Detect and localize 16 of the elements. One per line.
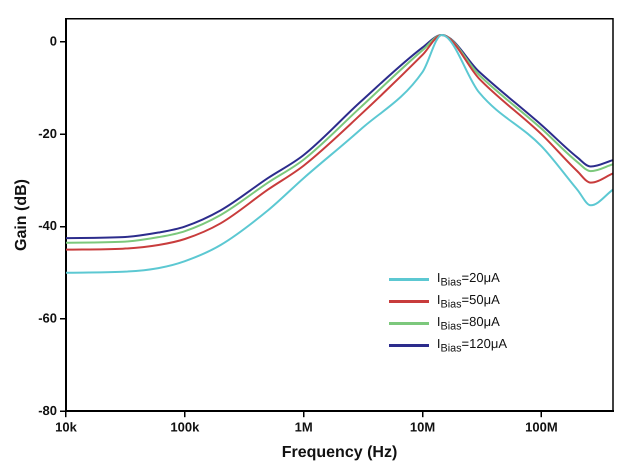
x-tick-label: 100k: [170, 420, 200, 435]
legend-label: I$_{Bias}$=50μA: [436, 292, 500, 310]
x-axis-title: Frequency (Hz): [282, 444, 398, 461]
x-tick-label: 10M: [410, 420, 436, 435]
y-tick-label: 0: [50, 33, 57, 48]
y-tick-label: -60: [38, 310, 57, 326]
y-tick-label: -80: [38, 402, 57, 418]
legend-label: I$_{Bias}$=20μA: [436, 270, 500, 288]
y-tick-label: -20: [38, 126, 57, 141]
y-tick-label: -40: [38, 218, 57, 234]
legend-label: I$_{Bias}$=80μA: [436, 314, 500, 332]
x-tick-label: 1M: [294, 420, 313, 435]
y-axis-title: Gain (dB): [13, 179, 30, 251]
x-tick-label: 10k: [55, 420, 78, 435]
x-tick-label: 100M: [525, 420, 558, 435]
legend-label: I$_{Bias}$=120μA: [436, 336, 507, 354]
